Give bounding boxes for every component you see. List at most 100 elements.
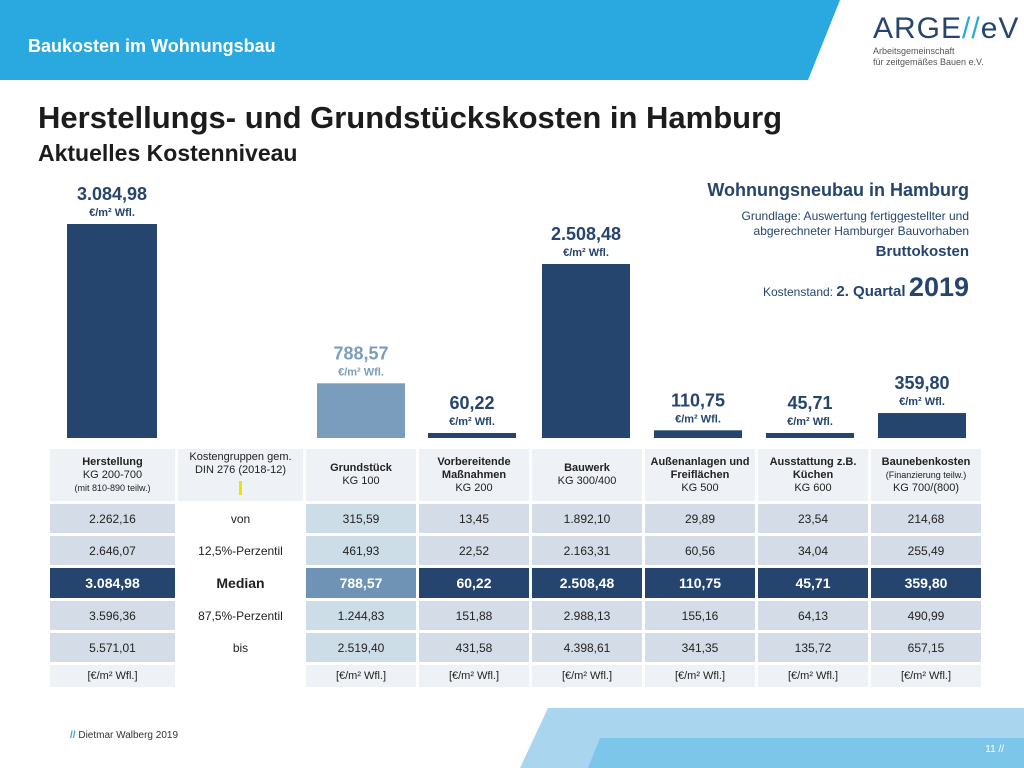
stand-label: Kostenstand: (762, 285, 834, 299)
row-label: von (178, 504, 303, 533)
header-banner (0, 0, 840, 80)
value-label-bauwerk: 2.508,48 (551, 224, 621, 244)
info-box: Wohnungsneubau in Hamburg Grundlage: Aus… (549, 180, 969, 303)
unit-label-außenanlagen-und-freiflächen: €/m² Wfl. (675, 413, 721, 425)
page-title: Herstellungs- und Grundstückskosten in H… (38, 100, 783, 135)
unit-label-vorbereitende-maßnahmen: €/m² Wfl. (449, 416, 495, 428)
unit-cell: [€/m² Wfl.] (532, 665, 642, 687)
info-cost-status: Kostenstand: 2. Quartal 2019 (549, 272, 969, 303)
table-cell: 4.398,61 (532, 633, 642, 662)
unit-label-bauwerk: €/m² Wfl. (563, 247, 609, 259)
table-cell: 13,45 (419, 504, 529, 533)
table-row: 5.571,01 bis 2.519,40 431,58 4.398,61 341,35 1… (50, 633, 981, 662)
table-cell: 2.988,13 (532, 601, 642, 630)
row-label: 87,5%-Perzentil (178, 601, 303, 630)
header-cell-4: Bauwerk KG 300/400 (532, 449, 642, 501)
footer-band (520, 708, 1024, 768)
table-cell: 5.571,01 (50, 633, 175, 662)
value-label-ausstattung-z-b-küchen: 45,71 (787, 393, 832, 413)
table-cell: 1.244,83 (306, 601, 416, 630)
table-header-row: Herstellung KG 200-700 (mit 810-890 teilw.… (50, 449, 981, 501)
table-cell: 3.084,98 (50, 568, 175, 598)
unit-cell: [€/m² Wfl.] (758, 665, 868, 687)
table-cell: 788,57 (306, 568, 416, 598)
units-row: [€/m² Wfl.] [€/m² Wfl.] [€/m² Wfl.] [€/m² W… (50, 665, 981, 687)
value-label-außenanlagen-und-freiflächen: 110,75 (671, 390, 725, 410)
table-cell: 64,13 (758, 601, 868, 630)
header-cell-6: Ausstattung z.B. Küchen KG 600 (758, 449, 868, 501)
info-heading: Wohnungsneubau in Hamburg (707, 180, 969, 200)
unit-label-baunebenkosten: €/m² Wfl. (899, 396, 945, 408)
table-cell: 23,54 (758, 504, 868, 533)
bar-grundstück (317, 383, 405, 438)
table-cell: 22,52 (419, 536, 529, 565)
footer-author: // Dietmar Walberg 2019 (70, 730, 179, 741)
table-cell: 461,93 (306, 536, 416, 565)
table-cell: 151,88 (419, 601, 529, 630)
arge-logo: ARGE//eV Arbeitsgemeinschaft für zeitgem… (873, 12, 1020, 74)
logo-subline-2: für zeitgemäßes Bauen e.V. (873, 57, 984, 67)
logo-subline-1: Arbeitsgemeinschaft (873, 46, 955, 56)
bar-ausstattung-z-b-küchen (766, 433, 854, 438)
row-label: Median (178, 568, 303, 598)
page-subtitle: Aktuelles Kostenniveau (38, 140, 298, 166)
table-row: 3.084,98 Median 788,57 60,22 2.508,48 110,75 4… (50, 568, 981, 598)
header-cell-2: Grundstück KG 100 (306, 449, 416, 501)
logo-wordmark: ARGE//eV (873, 12, 1020, 45)
unit-cell: [€/m² Wfl.] (306, 665, 416, 687)
table-cell: 29,89 (645, 504, 755, 533)
header-cell-1: Kostengruppen gem. DIN 276 (2018-12) (178, 449, 303, 501)
table-row: 2.646,07 12,5%-Perzentil 461,93 22,52 2.163,… (50, 536, 981, 565)
page-number: 11 // (985, 744, 1004, 755)
cost-table: Herstellung KG 200-700 (mit 810-890 teilw.… (47, 446, 984, 690)
stand-quartal: 2. Quartal (836, 283, 906, 300)
row-label: 12,5%-Perzentil (178, 536, 303, 565)
table-cell: 490,99 (871, 601, 981, 630)
table-cell: 155,16 (645, 601, 755, 630)
unit-label-herstellung: €/m² Wfl. (89, 207, 135, 219)
unit-cell: [€/m² Wfl.] (50, 665, 175, 687)
table-cell: 34,04 (758, 536, 868, 565)
table-cell: 45,71 (758, 568, 868, 598)
row-label: bis (178, 633, 303, 662)
unit-label-ausstattung-z-b-küchen: €/m² Wfl. (787, 416, 833, 428)
table-cell: 110,75 (645, 568, 755, 598)
table-cell: 2.646,07 (50, 536, 175, 565)
unit-cell (178, 665, 303, 687)
table-cell: 2.519,40 (306, 633, 416, 662)
table-cell: 60,56 (645, 536, 755, 565)
stand-year: 2019 (908, 272, 969, 302)
table-cell: 3.596,36 (50, 601, 175, 630)
table-cell: 359,80 (871, 568, 981, 598)
header-cell-3: Vorbereitende Maßnahmen KG 200 (419, 449, 529, 501)
unit-cell: [€/m² Wfl.] (871, 665, 981, 687)
value-label-vorbereitende-maßnahmen: 60,22 (449, 393, 494, 413)
table-cell: 1.892,10 (532, 504, 642, 533)
unit-cell: [€/m² Wfl.] (645, 665, 755, 687)
cost-bar-chart: 3.084,98 €/m² Wfl. 788,57 €/m² Wfl. 60,22 €/m… (67, 184, 966, 438)
table-cell: 2.163,31 (532, 536, 642, 565)
bar-außenanlagen-und-freiflächen (654, 430, 742, 438)
table-cell: 135,72 (758, 633, 868, 662)
highlight-marker (239, 481, 242, 495)
bar-vorbereitende-maßnahmen (428, 433, 516, 438)
table-cell: 341,35 (645, 633, 755, 662)
header-cell-0: Herstellung KG 200-700 (mit 810-890 teilw.… (50, 449, 175, 501)
bar-baunebenkosten (878, 413, 966, 438)
table-cell: 2.508,48 (532, 568, 642, 598)
value-label-herstellung: 3.084,98 (77, 184, 147, 204)
bar-bauwerk (542, 263, 630, 438)
table-cell: 255,49 (871, 536, 981, 565)
table-cell: 657,15 (871, 633, 981, 662)
unit-cell: [€/m² Wfl.] (419, 665, 529, 687)
info-basis: Grundlage: Auswertung fertiggestellter u… (741, 209, 969, 238)
table-cell: 315,59 (306, 504, 416, 533)
unit-label-grundstück: €/m² Wfl. (338, 366, 384, 378)
info-cost-type: Bruttokosten (875, 243, 969, 260)
value-label-grundstück: 788,57 (333, 343, 388, 363)
table-row: 3.596,36 87,5%-Perzentil 1.244,83 151,88 2.9… (50, 601, 981, 630)
table-row: 2.262,16 von 315,59 13,45 1.892,10 29,89 23,54… (50, 504, 981, 533)
table-cell: 2.262,16 (50, 504, 175, 533)
table-cell: 431,58 (419, 633, 529, 662)
bar-herstellung (67, 224, 157, 438)
